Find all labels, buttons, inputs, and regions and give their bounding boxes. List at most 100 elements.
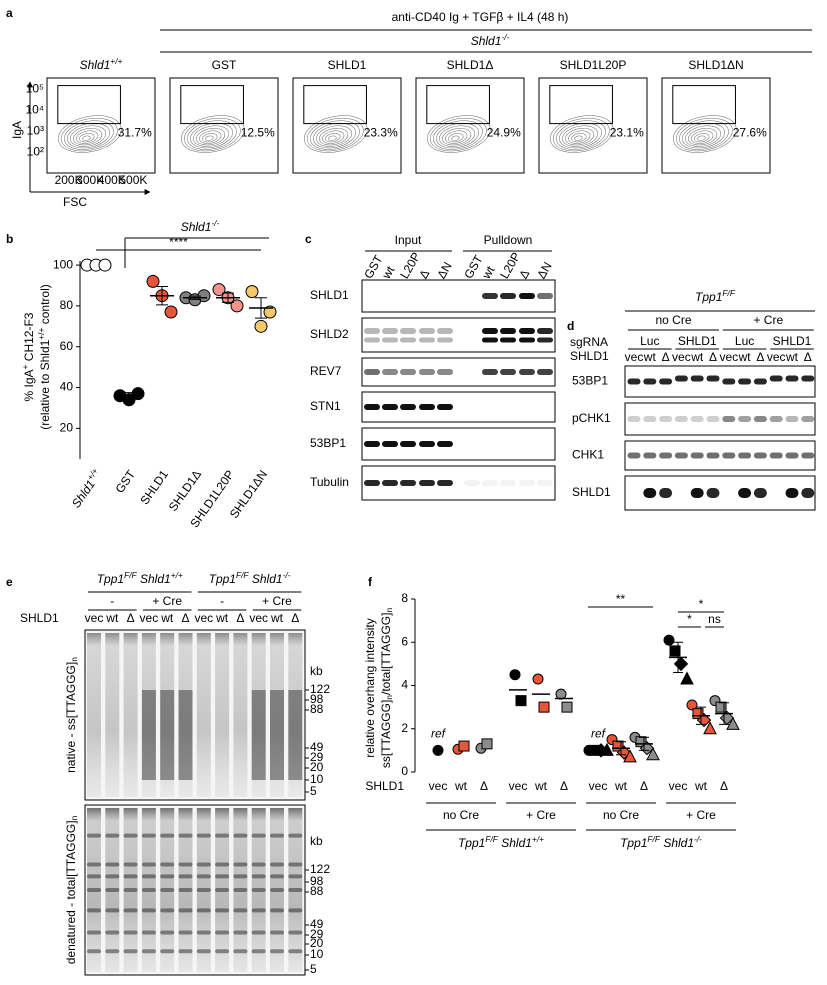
band: [87, 833, 101, 838]
row-label: pCHK1: [572, 411, 611, 425]
band: [105, 833, 120, 838]
sgrna-label: SHLD1: [773, 334, 812, 348]
y-tick-label: 6: [401, 634, 408, 648]
x-axis-label: FSC: [63, 195, 87, 209]
band: [141, 862, 156, 867]
lane-smear: [87, 633, 101, 797]
band: [141, 833, 156, 838]
band: [627, 378, 641, 385]
marker-label: 29: [310, 750, 324, 764]
band: [753, 416, 767, 422]
group-label: no Cre: [603, 808, 639, 822]
row-label: SHLD1: [20, 611, 59, 625]
y-tick-label: 10⁵: [26, 82, 44, 96]
row-label: REV7: [310, 364, 342, 378]
gate: [180, 85, 244, 125]
lane-smear: [105, 808, 120, 972]
band: [738, 488, 752, 498]
script-text: n: [384, 608, 394, 613]
contour: [439, 125, 476, 147]
text-part: Shld1: [181, 220, 212, 234]
blot-title: Tpp1F/F: [695, 288, 736, 304]
row-label: SHLD1: [570, 349, 609, 363]
band: [87, 949, 101, 954]
column-header: Pulldown: [484, 233, 533, 247]
lane-smear: [123, 808, 138, 972]
contour: [61, 117, 118, 152]
lane-label: wt: [160, 611, 174, 625]
band: [123, 930, 138, 935]
x-tick-label: wt: [614, 779, 628, 793]
data-point: [432, 744, 444, 756]
band: [105, 949, 120, 954]
gate: [57, 85, 121, 125]
contour: [553, 117, 610, 152]
band: [288, 874, 303, 879]
x-axis-label: SHLD1: [365, 779, 404, 793]
column-header: Input: [395, 233, 422, 247]
band: [500, 337, 516, 343]
band: [437, 480, 453, 486]
blot-frame: [361, 317, 556, 353]
gate: [426, 85, 490, 125]
contour: [673, 115, 737, 153]
band: [753, 378, 767, 385]
lane-label: vec: [719, 350, 738, 364]
contour: [205, 135, 214, 141]
lane-label: Δ: [709, 350, 717, 364]
contour: [568, 130, 591, 144]
y-axis-label: IgA: [10, 121, 24, 139]
row-label: sgRNA: [570, 335, 608, 349]
band: [270, 888, 284, 892]
text-part: Shld1: [249, 572, 283, 586]
band: [419, 328, 435, 334]
lane-label: wt: [270, 611, 284, 625]
script-text: -/-: [694, 834, 702, 844]
band: [706, 488, 720, 498]
significance-label: *: [699, 597, 704, 611]
band: [141, 874, 156, 879]
error-bar: [156, 286, 168, 306]
contour: [550, 115, 614, 153]
band: [105, 908, 120, 913]
band: [519, 369, 535, 375]
band: [123, 908, 138, 913]
band: [251, 908, 266, 913]
band: [160, 862, 175, 867]
data-point: [164, 305, 178, 319]
band: [270, 833, 284, 838]
text-part: Shld1: [137, 572, 171, 586]
x-tick-label: wt: [454, 779, 468, 793]
data-point: [245, 285, 259, 299]
group-label: + Cre: [526, 808, 556, 822]
lane-smear: [215, 808, 230, 972]
band: [785, 488, 799, 498]
band: [178, 888, 193, 892]
script-text: +/+: [36, 327, 46, 339]
plot-frame: [46, 77, 156, 174]
x-tick-label: Δ: [720, 779, 728, 793]
band: [537, 369, 553, 375]
band: [160, 833, 175, 838]
band: [519, 480, 535, 486]
band: [364, 369, 380, 375]
band: [419, 337, 435, 343]
text-part: Tpp1: [620, 836, 647, 850]
band: [123, 874, 138, 879]
y-tick-label: 2: [401, 721, 408, 735]
treatment-label: -: [110, 594, 114, 608]
genotype-label: Tpp1F/F Shld1-/-: [620, 834, 702, 850]
band: [785, 375, 799, 382]
band: [178, 908, 193, 913]
lane-smear: [141, 633, 156, 797]
data-point: [680, 671, 694, 685]
error-bar: [123, 392, 135, 400]
lane-smear: [178, 808, 193, 972]
band: [674, 452, 688, 459]
band: [288, 833, 303, 838]
data-point: [532, 673, 544, 685]
band: [382, 404, 398, 410]
contour: [82, 135, 91, 141]
y-tick-label: 10²: [27, 144, 44, 158]
